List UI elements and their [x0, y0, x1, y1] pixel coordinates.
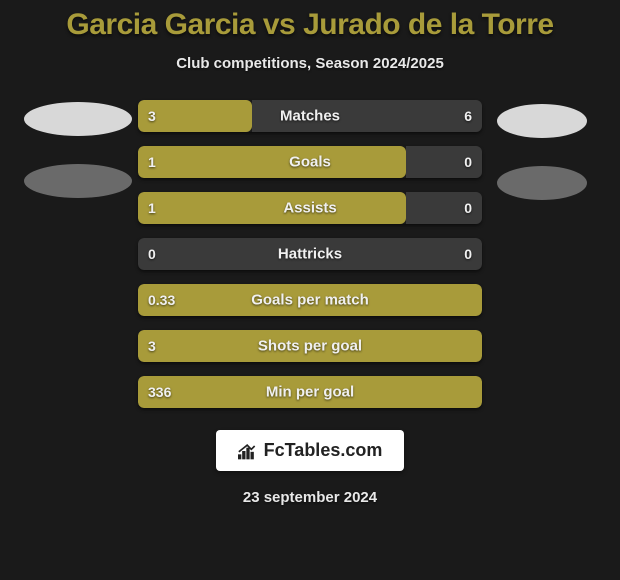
stat-value-left: 336 — [148, 384, 171, 400]
player-right-photo — [497, 166, 587, 200]
stat-label: Min per goal — [266, 384, 354, 401]
stat-label: Hattricks — [278, 246, 342, 263]
watermark: FcTables.com — [216, 430, 405, 471]
stat-value-left: 0.33 — [148, 292, 175, 308]
stat-value-left: 1 — [148, 200, 156, 216]
player-left-photo — [24, 164, 132, 198]
stat-value-left: 3 — [148, 108, 156, 124]
watermark-text: FcTables.com — [264, 440, 383, 461]
stat-value-left: 0 — [148, 246, 156, 262]
stat-row-hattricks: Hattricks 0 0 — [138, 238, 482, 270]
stat-row-min-per-goal: Min per goal 336 — [138, 376, 482, 408]
page-title: Garcia Garcia vs Jurado de la Torre — [66, 8, 553, 41]
player-right-col — [482, 100, 602, 200]
player-left-club-logo — [24, 102, 132, 136]
player-left-col — [18, 100, 138, 198]
date-text: 23 september 2024 — [243, 489, 377, 506]
stat-label: Goals — [289, 154, 331, 171]
stat-value-left: 3 — [148, 338, 156, 354]
stat-label: Matches — [280, 108, 340, 125]
subtitle: Club competitions, Season 2024/2025 — [176, 55, 444, 72]
stat-row-goals: Goals 1 0 — [138, 146, 482, 178]
stat-row-assists: Assists 1 0 — [138, 192, 482, 224]
stat-row-shots-per-goal: Shots per goal 3 — [138, 330, 482, 362]
comparison-area: Matches36Goals10Assists10Hattricks00Goal… — [0, 100, 620, 408]
stat-value-right: 6 — [464, 108, 472, 124]
stat-value-right: 0 — [464, 154, 472, 170]
stat-row-matches: Matches 3 6 — [138, 100, 482, 132]
fctables-icon — [238, 442, 258, 460]
stat-label: Shots per goal — [258, 338, 362, 355]
stat-value-right: 0 — [464, 200, 472, 216]
stat-label: Assists — [283, 200, 336, 217]
stat-label: Goals per match — [251, 292, 369, 309]
stat-value-left: 1 — [148, 154, 156, 170]
stat-bars: Matches36Goals10Assists10Hattricks00Goal… — [138, 100, 482, 408]
stat-value-right: 0 — [464, 246, 472, 262]
player-right-club-logo — [497, 104, 587, 138]
stat-row-goals-per-match: Goals per match 0.33 — [138, 284, 482, 316]
bar-fill — [138, 192, 406, 224]
bar-fill — [138, 146, 406, 178]
